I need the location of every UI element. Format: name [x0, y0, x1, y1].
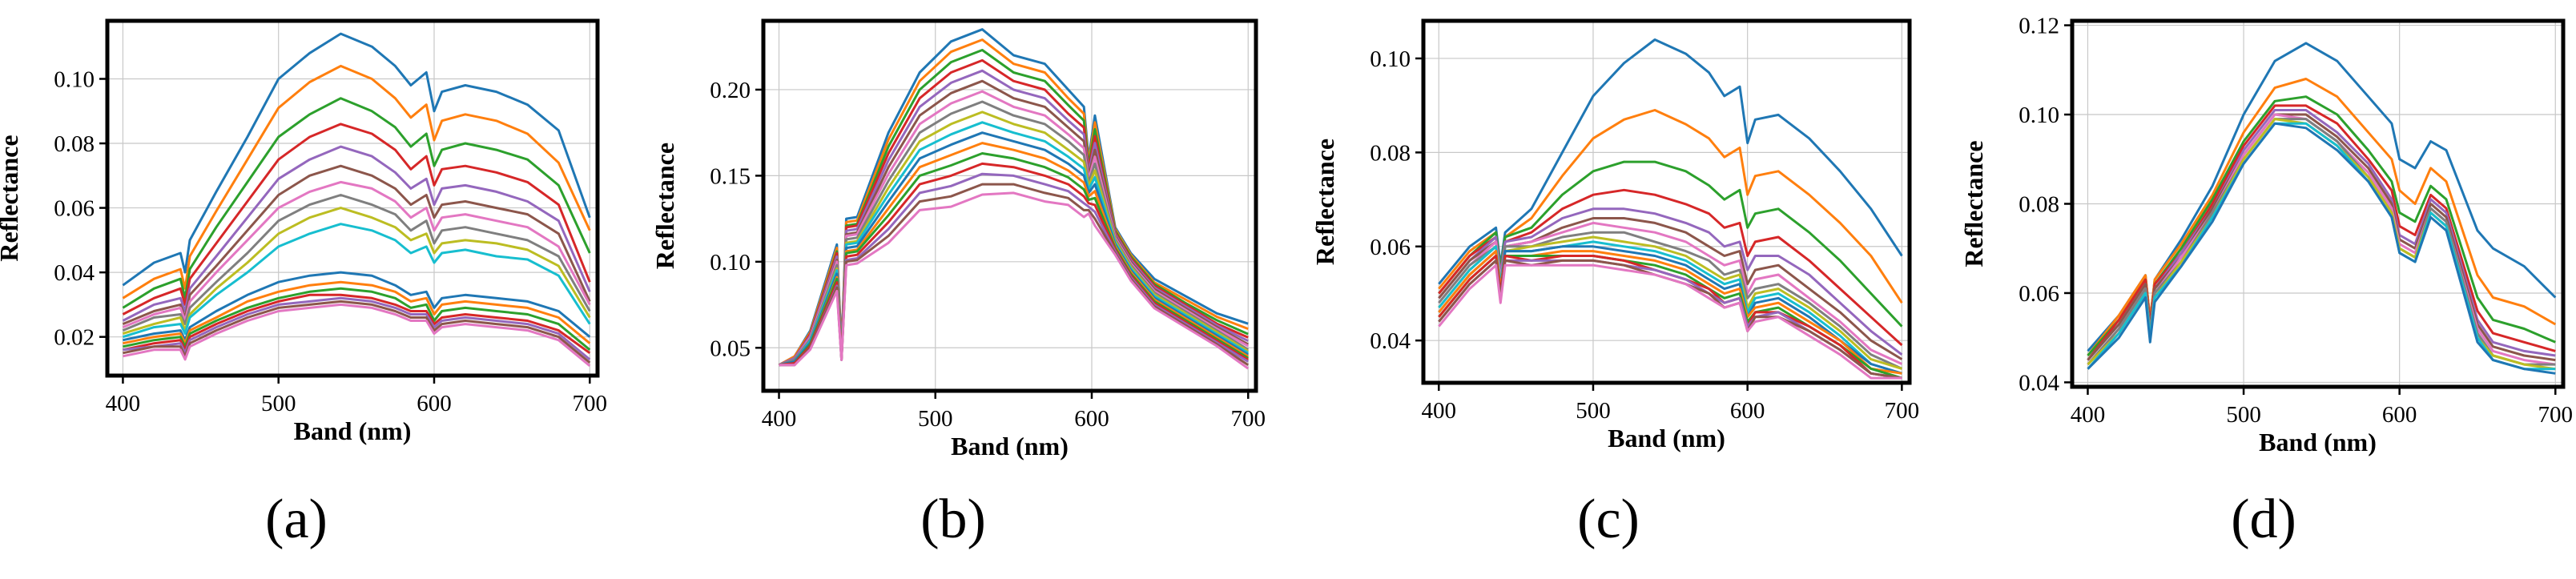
- x-tick-label: 700: [1230, 406, 1266, 432]
- series-line: [1438, 160, 1903, 328]
- y-tick-label: 0.04: [54, 260, 95, 286]
- y-axis-label: Reflectance: [1310, 139, 1339, 265]
- series-line: [1438, 221, 1903, 365]
- x-tick-label: 600: [1074, 406, 1109, 432]
- x-tick-label: 700: [1885, 398, 1920, 424]
- y-axis-label: Reflectance: [0, 135, 23, 261]
- x-tick-label: 600: [2382, 402, 2417, 428]
- y-tick-label: 0.02: [54, 325, 95, 351]
- series-line: [779, 183, 1250, 367]
- series-line: [1438, 263, 1902, 380]
- x-axis-label: Band (nm): [951, 432, 1069, 460]
- x-tick-label: 700: [2538, 402, 2574, 428]
- y-tick-label: 0.08: [1370, 140, 1411, 166]
- x-axis-label: Band (nm): [1608, 424, 1725, 452]
- chart-c: 400 500 600 700 0.04 0.06 0.08 0.10 Band (nm) Ref…: [1310, 18, 1920, 452]
- x-tick-label: 400: [1422, 398, 1457, 424]
- axes-frame: [105, 18, 600, 378]
- x-tick-label: 500: [2226, 402, 2261, 428]
- chart-b: 400 500 600 700 0.05 0.10 0.15 0.20 Band (nm) Ref…: [650, 18, 1266, 460]
- series-line: [122, 145, 591, 322]
- series-line: [779, 191, 1250, 370]
- chart-a: 400 500 600 700 0.02 0.04 0.06 0.08 0.10 Band (nm…: [0, 18, 608, 445]
- series-group: [1438, 38, 1903, 380]
- series-line: [122, 123, 591, 316]
- y-tick-label: 0.08: [2019, 192, 2059, 218]
- series-line: [2087, 42, 2557, 352]
- y-tick-label: 0.10: [54, 66, 95, 92]
- series-line: [122, 223, 591, 339]
- y-tick-label: 0.04: [2019, 370, 2059, 396]
- series-group: [122, 32, 591, 368]
- axes-frame: [761, 18, 1258, 393]
- x-tick-label: 600: [1730, 398, 1765, 424]
- y-tick-label: 0.10: [710, 250, 751, 275]
- x-tick-label: 500: [1576, 398, 1611, 424]
- y-tick-label: 0.06: [54, 196, 95, 222]
- series-line: [122, 180, 591, 328]
- caption-c: (c): [1577, 489, 1640, 550]
- caption-a: (a): [265, 489, 328, 550]
- y-tick-label: 0.05: [710, 336, 751, 361]
- series-group: [2087, 42, 2557, 375]
- series-line: [123, 303, 591, 368]
- x-tick-label: 500: [261, 391, 296, 416]
- axes-frame: [1421, 18, 1912, 385]
- y-tick-label: 0.12: [2019, 14, 2059, 39]
- series-line: [122, 97, 591, 309]
- series-group: [778, 28, 1250, 370]
- series-line: [2087, 118, 2556, 366]
- series-line: [779, 172, 1249, 367]
- x-tick-label: 400: [2071, 402, 2106, 428]
- x-tick-label: 700: [573, 391, 608, 416]
- y-tick-label: 0.06: [1370, 235, 1411, 260]
- caption-b: (b): [920, 489, 986, 550]
- series-line: [122, 194, 591, 332]
- x-axis-label: Band (nm): [294, 416, 412, 445]
- y-axis-label: Reflectance: [650, 143, 679, 269]
- series-line: [2087, 122, 2556, 375]
- y-axis-label: Reflectance: [1959, 140, 1988, 267]
- x-axis-label: Band (nm): [2259, 428, 2377, 456]
- y-tick-label: 0.08: [54, 131, 95, 157]
- x-tick-label: 500: [918, 406, 953, 432]
- x-tick-label: 600: [417, 391, 452, 416]
- x-tick-label: 400: [762, 406, 797, 432]
- y-tick-label: 0.10: [2019, 103, 2059, 128]
- series-line: [2087, 104, 2556, 361]
- x-tick-label: 400: [106, 391, 141, 416]
- chart-d: 400 500 600 700 0.04 0.06 0.08 0.10 0.12 Band (nm…: [1959, 14, 2573, 456]
- y-tick-label: 0.20: [710, 78, 751, 103]
- series-line: [122, 64, 591, 300]
- y-tick-label: 0.10: [1370, 46, 1411, 72]
- y-tick-label: 0.04: [1370, 328, 1411, 354]
- series-line: [122, 32, 591, 287]
- caption-d: (d): [2231, 489, 2296, 550]
- y-tick-label: 0.15: [710, 163, 751, 189]
- y-tick-label: 0.06: [2019, 281, 2059, 307]
